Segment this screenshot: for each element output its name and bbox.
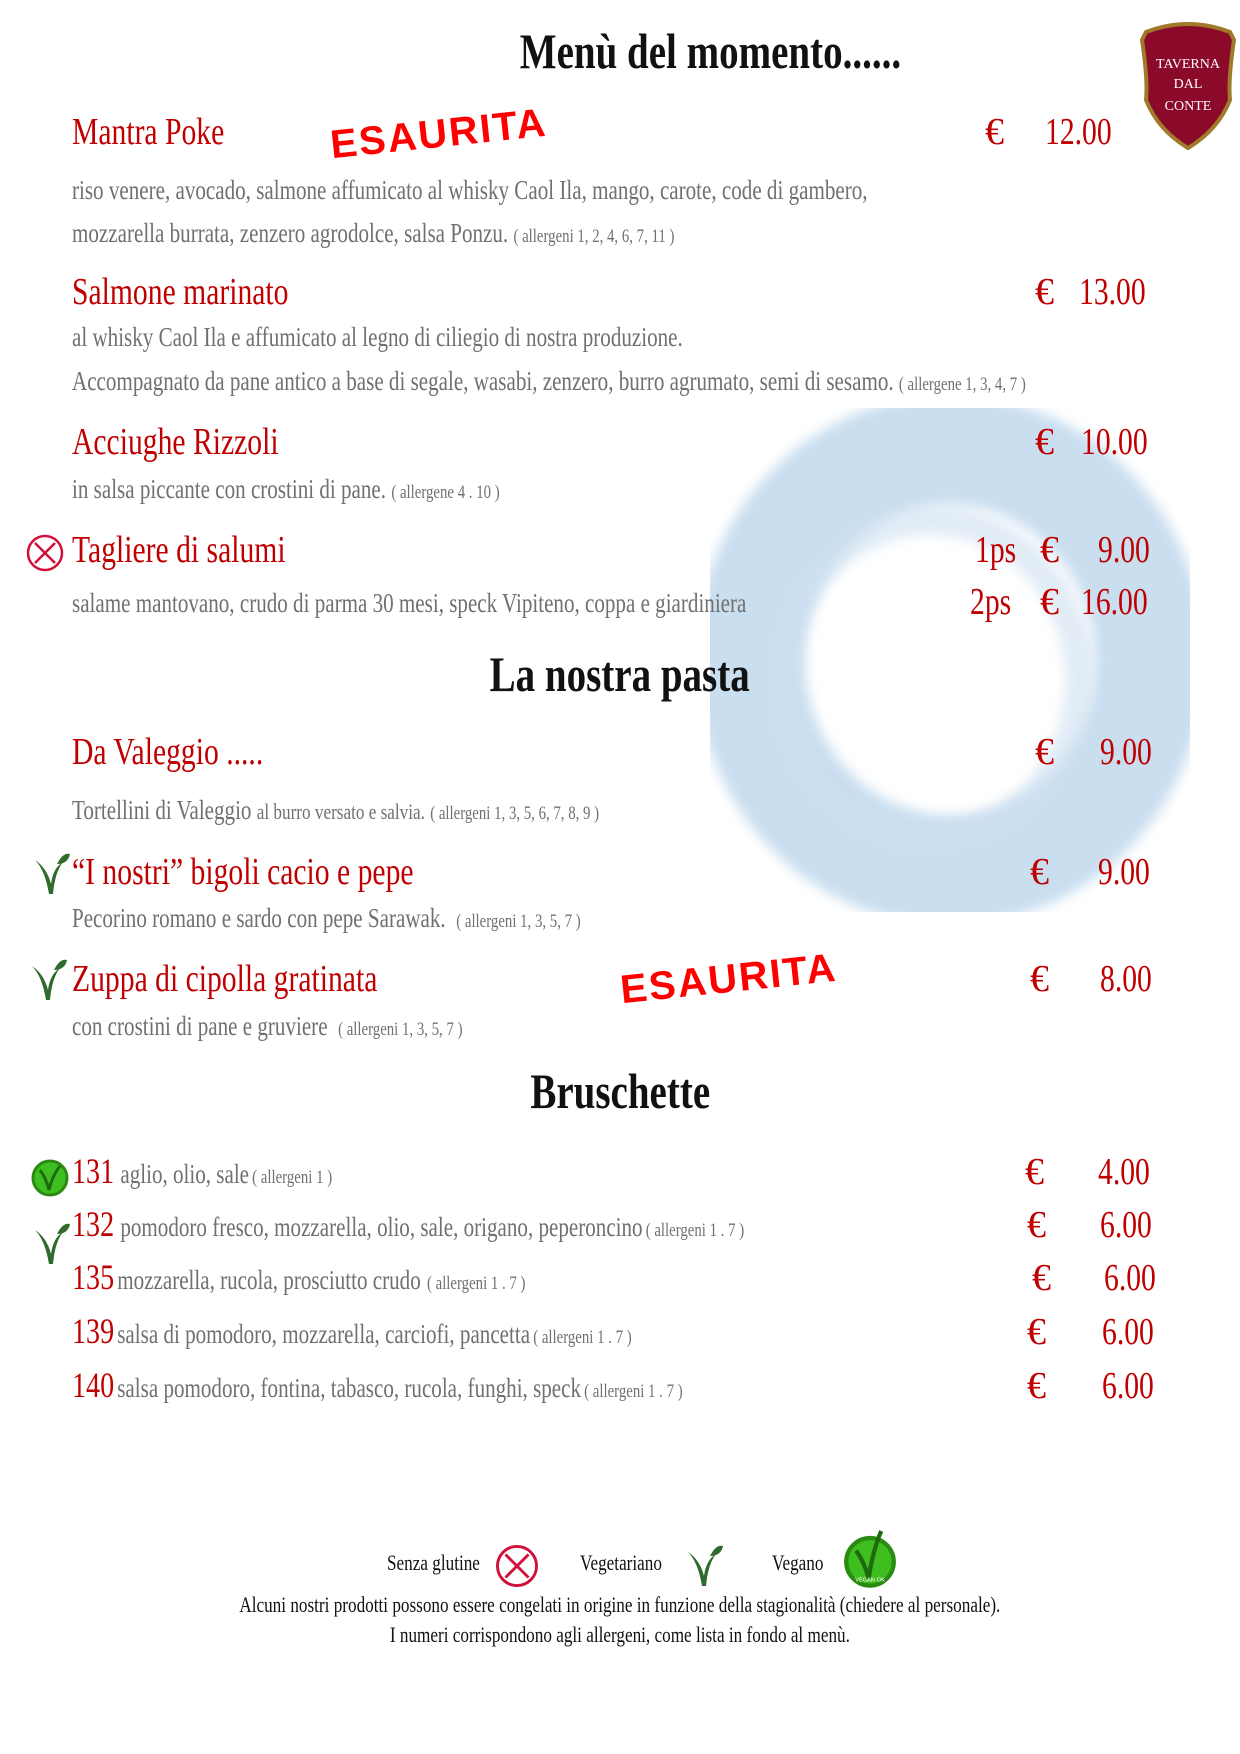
dish-description: salame mantovano, crudo di parma 30 mesi… [72, 588, 747, 618]
dish-description: in salsa piccante con crostini di pane. … [72, 474, 500, 504]
bruschetta-item: 132 pomodoro fresco, mozzarella, olio, s… [72, 1204, 745, 1244]
vegetarian-icon [32, 959, 67, 1000]
price: 10.00 [1080, 421, 1148, 463]
vegan-icon: VEGAN OK [844, 1530, 896, 1588]
currency: € [1035, 731, 1054, 773]
currency: € [985, 111, 1004, 153]
allergens: ( allergeni 1, 2, 4, 6, 7, 11 ) [513, 226, 675, 247]
dish-description: Tortellini di Valeggio al burro versato … [72, 795, 600, 825]
allergens: ( allergeni 1, 3, 5, 6, 7, 8, 9 ) [430, 803, 600, 824]
vegetarian-icon [688, 1545, 723, 1586]
currency: € [1035, 271, 1054, 313]
currency: € [1032, 1257, 1051, 1299]
svg-text:DAL: DAL [1174, 77, 1203, 92]
dish-description: riso venere, avocado, salmone affumicato… [72, 175, 868, 205]
allergens: ( allergene 1, 3, 4, 7 ) [898, 374, 1026, 395]
price: 16.00 [1080, 581, 1148, 623]
currency: € [1025, 1151, 1044, 1193]
sold-out-stamp: ESAURITA [328, 100, 550, 168]
allergens: ( allergene 4 . 10 ) [391, 482, 500, 503]
sold-out-stamp: ESAURITA [618, 945, 840, 1013]
vegan-icon [31, 1159, 69, 1197]
vegetarian-icon [35, 1223, 70, 1264]
section-heading: La nostra pasta [489, 646, 751, 702]
dish-description: al whisky Caol Ila e affumicato al legno… [72, 322, 683, 352]
vegetarian-icon [35, 853, 70, 894]
gluten-free-icon [496, 1545, 538, 1587]
currency: € [1027, 1365, 1046, 1407]
currency: € [1040, 529, 1059, 571]
legend-vegetarian: Vegetariano [580, 1550, 662, 1575]
currency: € [1030, 851, 1049, 893]
dish-description: con crostini di pane e gruviere ( allerg… [72, 1011, 463, 1041]
dish-name: “I nostri” bigoli cacio e pepe [72, 851, 414, 893]
portion-label: 1ps [975, 529, 1017, 571]
bruschetta-item: 131 aglio, olio, sale ( allergeni 1 ) [72, 1151, 333, 1191]
bruschetta-item: 139 salsa di pomodoro, mozzarella, carci… [72, 1311, 632, 1351]
dish-name: Acciughe Rizzoli [72, 421, 279, 463]
dish-description: mozzarella burrata, zenzero agrodolce, s… [72, 218, 675, 248]
allergens: ( allergeni 1, 3, 5, 7 ) [456, 911, 581, 932]
bruschetta-item: 135 mozzarella, rucola, prosciutto crudo… [72, 1257, 526, 1297]
currency: € [1035, 421, 1054, 463]
price: 4.00 [1097, 1151, 1150, 1193]
dish-description: Pecorino romano e sardo con pepe Sarawak… [72, 903, 581, 933]
section-heading: Bruschette [530, 1063, 710, 1119]
price: 6.00 [1103, 1257, 1156, 1299]
portion-label: 2ps [970, 581, 1012, 623]
dish-name: Salmone marinato [72, 271, 289, 313]
price: 6.00 [1101, 1311, 1154, 1353]
price: 8.00 [1099, 958, 1152, 1000]
svg-text:CONTE: CONTE [1165, 99, 1212, 114]
menu-title: Menù del momento...... [519, 23, 901, 79]
price: 6.00 [1099, 1204, 1152, 1246]
price: 9.00 [1097, 851, 1150, 893]
watercolor-circle-decoration [695, 395, 1205, 925]
footer-note: I numeri corrispondono agli allergeni, c… [389, 1622, 851, 1647]
dish-description: Accompagnato da pane antico a base di se… [72, 366, 1026, 396]
price: 13.00 [1078, 271, 1146, 313]
dish-name: Da Valeggio ..... [72, 731, 264, 773]
price: 6.00 [1101, 1365, 1154, 1407]
legend-vegan: Vegano [772, 1550, 824, 1575]
taverna-dal-conte-logo: TAVERNA DAL CONTE [1139, 22, 1237, 151]
currency: € [1040, 581, 1059, 623]
footer-note: Alcuni nostri prodotti possono essere co… [239, 1592, 1001, 1617]
dish-name: Tagliere di salumi [72, 529, 286, 571]
allergens: ( allergeni 1, 3, 5, 7 ) [338, 1019, 463, 1040]
dish-name: Zuppa di cipolla gratinata [72, 958, 378, 1000]
gluten-free-icon [26, 534, 64, 572]
currency: € [1030, 958, 1049, 1000]
price: 9.00 [1099, 731, 1152, 773]
currency: € [1027, 1311, 1046, 1353]
currency: € [1027, 1204, 1046, 1246]
bruschetta-item: 140 salsa pomodoro, fontina, tabasco, ru… [72, 1365, 683, 1405]
price: 12.00 [1044, 111, 1112, 153]
svg-text:VEGAN OK: VEGAN OK [855, 1577, 885, 1583]
price: 9.00 [1097, 529, 1150, 571]
svg-text:TAVERNA: TAVERNA [1156, 57, 1221, 72]
dish-name: Mantra Poke [72, 111, 225, 153]
legend-gluten-free: Senza glutine [387, 1550, 480, 1575]
